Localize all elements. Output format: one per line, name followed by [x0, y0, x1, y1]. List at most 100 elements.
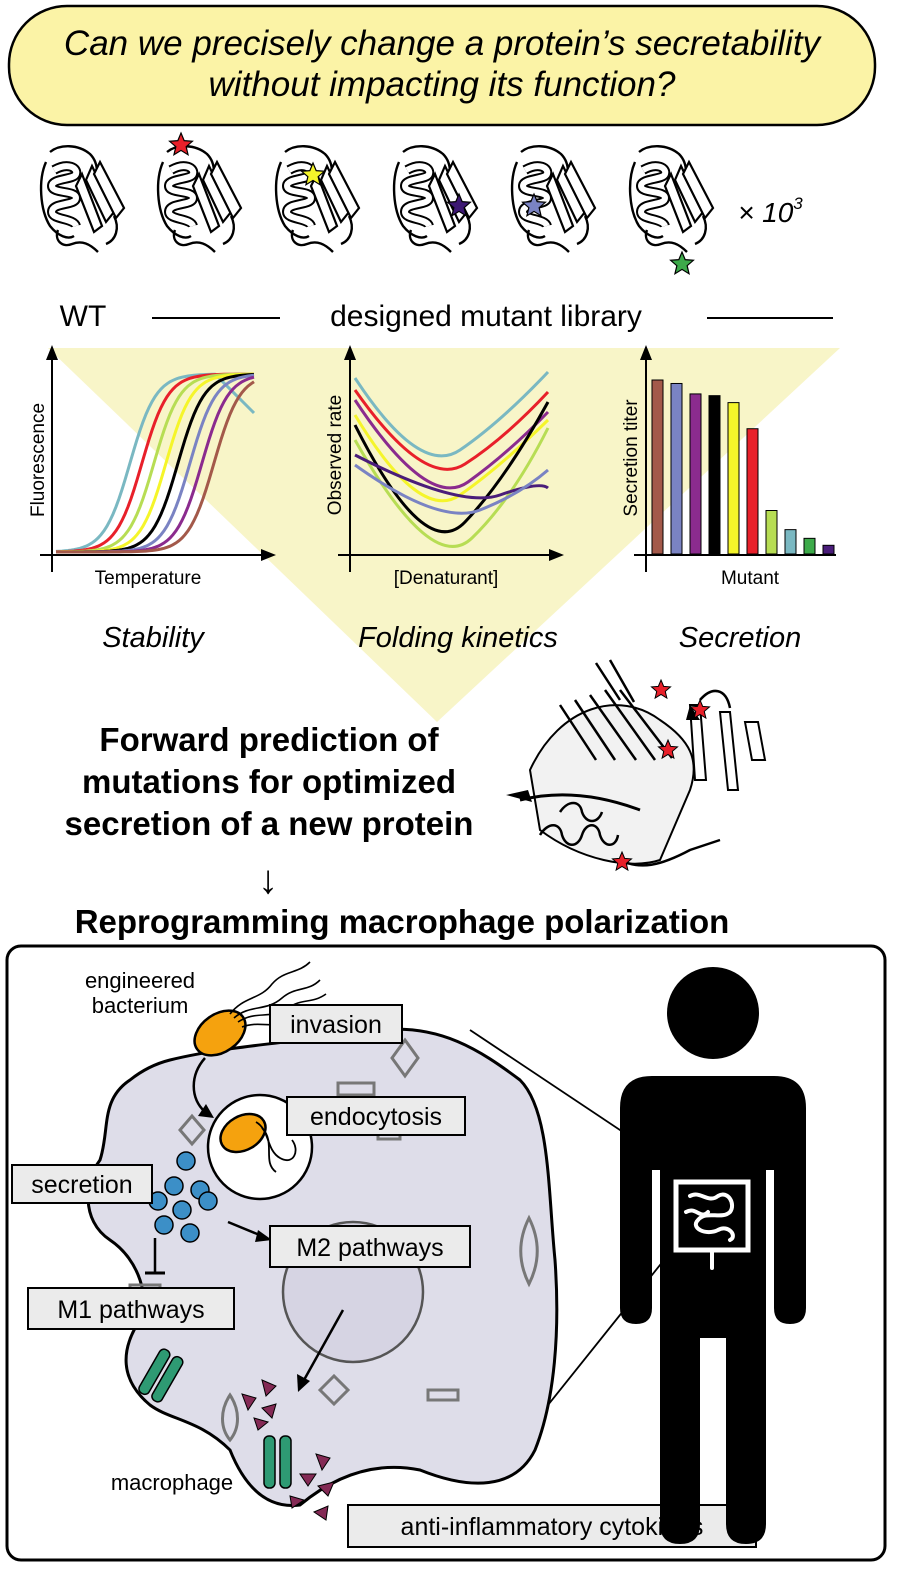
endocytosis-label: endocytosis	[310, 1103, 442, 1131]
m1-label: M1 pathways	[57, 1296, 204, 1324]
cytokine	[289, 1495, 306, 1509]
protein-mutant-3	[394, 146, 477, 252]
new-protein-star-1	[650, 679, 672, 699]
invasion-label: invasion	[290, 1011, 382, 1039]
secretion-panel: Secretion titer Mutant Secretion	[621, 345, 836, 654]
secretion-bars	[651, 379, 835, 555]
stability-xlabel: Temperature	[95, 568, 202, 589]
wt-label: WT	[60, 300, 107, 333]
library-exponent: 3	[793, 194, 803, 213]
secretion-bar	[822, 544, 835, 555]
endocytosis-box	[286, 1096, 466, 1136]
secretion-bar	[784, 529, 797, 555]
secreted-protein	[180, 1223, 200, 1243]
human-figure	[620, 967, 806, 1544]
receptor-bottom	[263, 1435, 292, 1489]
cytokine	[261, 1379, 277, 1397]
kinetics-xlabel: [Denaturant]	[394, 568, 499, 589]
stability-curve	[56, 380, 255, 554]
secreted-protein	[176, 1151, 196, 1171]
kinetics-y-arrow	[344, 345, 356, 360]
secreted-proteins	[148, 1151, 218, 1243]
new-protein-structure	[506, 659, 767, 867]
protein-mutant-4	[512, 146, 595, 252]
receptor-left	[138, 1348, 184, 1403]
secretion-bar	[689, 393, 702, 555]
secretion-bar	[746, 428, 759, 555]
stability-x-arrow	[261, 549, 276, 561]
kinetics-x-arrow	[549, 549, 564, 561]
secretion-label: secretion	[31, 1171, 132, 1199]
library-size-label: × 103	[738, 194, 803, 228]
question-line2: without impacting its function?	[209, 65, 676, 104]
kinetics-curve	[353, 370, 550, 458]
macrophage-label: macrophage	[111, 1470, 233, 1495]
library-label: designed mutant library	[330, 300, 642, 333]
organelle-3	[178, 1113, 206, 1147]
cytokines-label: anti-inflammatory cytokines	[401, 1513, 704, 1541]
organelle-6	[317, 1373, 351, 1407]
organelle-1	[390, 1037, 420, 1079]
engineered-label-1: engineered	[85, 968, 195, 993]
secretion-xlabel: Mutant	[721, 568, 780, 589]
protein-mutant-5	[630, 146, 713, 252]
secreted-protein	[172, 1200, 192, 1220]
m2-label: M2 pathways	[296, 1234, 443, 1262]
m1-box	[27, 1287, 235, 1330]
kinetics-ylabel: Observed rate	[325, 395, 346, 515]
kinetics-curve	[353, 427, 550, 548]
cytokine-arrow	[302, 1309, 345, 1381]
organelle-4	[519, 1214, 539, 1288]
organelle-2	[336, 1081, 376, 1097]
stability-curves	[55, 372, 256, 554]
cytokine	[299, 1473, 317, 1487]
cytokines	[241, 1379, 335, 1521]
bacterium-endocytosed	[219, 1112, 297, 1173]
reprogramming-title: Reprogramming macrophage polarization	[75, 903, 730, 940]
stability-caption: Stability	[102, 622, 205, 654]
engineered-label-2: bacterium	[92, 993, 189, 1018]
library-multiplier: × 10	[738, 197, 794, 228]
kinetics-caption: Folding kinetics	[358, 622, 558, 654]
question-callout	[7, 4, 877, 127]
kinetics-curve	[353, 389, 550, 471]
secretion-ylabel: Secretion titer	[621, 399, 642, 517]
cytokine	[261, 1403, 277, 1419]
secretion-bar	[708, 395, 721, 555]
endocytosis-arrowhead	[198, 1104, 214, 1118]
secretion-y-arrow	[640, 345, 652, 360]
cytokine	[253, 1417, 270, 1431]
stability-y-arrow	[46, 345, 58, 360]
cytokine	[241, 1393, 257, 1412]
m2-arrow	[227, 1220, 263, 1238]
endocytosis-arrow	[192, 1057, 206, 1113]
cytokine	[312, 1505, 329, 1521]
secretion-bar	[727, 402, 740, 555]
secretion-bar	[765, 510, 778, 555]
mutation-star-green	[669, 251, 695, 275]
organelle-7	[221, 1392, 239, 1443]
secreted-protein	[154, 1215, 174, 1235]
kinetics-curve	[354, 463, 549, 515]
intestine-icon	[673, 1179, 751, 1270]
secretion-bar	[651, 379, 664, 555]
kinetics-panel: Observed rate [Denaturant] Folding kinet…	[325, 345, 564, 654]
forward-line3: secretion of a new protein	[65, 805, 474, 842]
secretion-bar	[803, 537, 816, 555]
m2-arrowhead	[255, 1230, 272, 1242]
protein-mutant-1	[158, 146, 241, 252]
organelle-8	[426, 1388, 460, 1402]
cytokine	[315, 1453, 331, 1472]
funnel-triangle	[48, 348, 840, 722]
question-line1: Can we precisely change a protein’s secr…	[64, 24, 823, 63]
secretion-bar	[670, 382, 683, 555]
protein-wt	[41, 146, 124, 252]
secretion-caption: Secretion	[679, 622, 802, 654]
kinetics-curve	[354, 453, 549, 500]
stability-ylabel: Fluorescence	[28, 403, 49, 517]
stability-panel: Fluorescence Temperature Stability	[28, 345, 276, 654]
forward-line1: Forward prediction of	[99, 721, 439, 758]
cytokine-arrowhead	[297, 1374, 310, 1392]
secretion-box	[11, 1164, 153, 1204]
